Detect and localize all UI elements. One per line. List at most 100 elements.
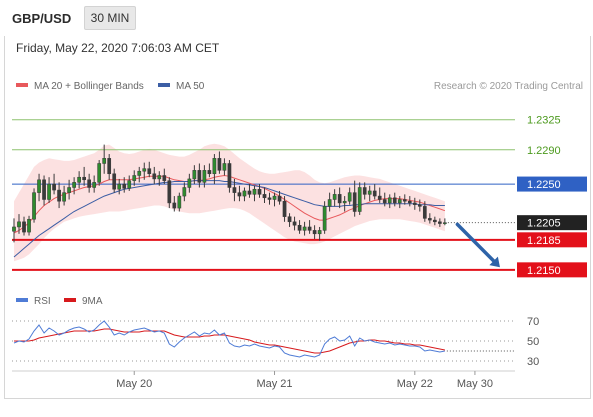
rsi-tick-label: 70 (527, 316, 539, 328)
bollinger-band-area (14, 143, 445, 262)
candle-body (332, 194, 337, 200)
candle-body (337, 194, 342, 204)
support-label: 1.2150 (527, 265, 561, 277)
candle-body (137, 170, 142, 176)
x-tick-label: May 30 (457, 378, 493, 390)
candle-body (17, 221, 21, 228)
legend-label: MA 20 + Bollinger Bands (34, 81, 144, 92)
candle-body (422, 206, 427, 219)
candle-body (247, 190, 252, 195)
candle-body (72, 182, 76, 188)
candle-body (132, 175, 137, 181)
last-price-box (517, 215, 587, 231)
candle-body (392, 197, 397, 204)
candle-body (382, 199, 387, 204)
candle-body (427, 218, 432, 221)
candle-body (147, 168, 152, 175)
candle-body (397, 199, 402, 204)
candle-body (357, 187, 362, 212)
candle-body (242, 190, 247, 197)
candle-body (237, 192, 242, 197)
candle-body (62, 192, 66, 202)
candle-body (187, 178, 192, 188)
candle-body (438, 221, 442, 224)
candle-body (27, 218, 31, 233)
candle-body (322, 206, 327, 231)
candle-body (327, 199, 332, 207)
candle-body (292, 221, 297, 226)
candle-body (402, 199, 407, 202)
pivot-label: 1.2250 (527, 179, 561, 191)
candle-body (82, 176, 86, 181)
legend-swatch-ma50 (158, 83, 170, 87)
legend-label: 9MA (82, 296, 103, 307)
candle-body (202, 170, 207, 183)
candle-body (12, 226, 16, 232)
resistance-label: 1.2325 (527, 115, 561, 127)
candle-body (282, 200, 287, 217)
candle-body (272, 195, 277, 200)
candle-body (257, 188, 262, 195)
candle-body (377, 195, 382, 200)
candle-body (443, 222, 447, 224)
candle-body (367, 190, 372, 195)
candle-body (267, 197, 272, 200)
candle-body (252, 188, 257, 195)
candle-body (222, 163, 227, 171)
candle-body (297, 224, 302, 231)
rsi-tick-label: 30 (527, 356, 539, 368)
candle-body (32, 192, 36, 220)
candle-body (412, 202, 417, 205)
candle-body (277, 195, 282, 202)
candle-body (287, 216, 292, 223)
candle-body (407, 200, 412, 204)
candle-body (77, 176, 81, 183)
candle-body (142, 168, 147, 172)
candle-body (262, 194, 267, 199)
candle-body (182, 187, 187, 197)
candle-body (87, 179, 92, 188)
candle-body (37, 179, 41, 193)
candle-body (317, 230, 322, 235)
timeframe-button[interactable]: 30 MIN (84, 6, 136, 30)
legend-label: MA 50 (176, 81, 205, 92)
candle-body (362, 187, 367, 195)
candle-body (102, 158, 107, 164)
candle-body (22, 221, 26, 233)
candle-body (207, 170, 212, 175)
x-tick-label: May 20 (116, 378, 152, 390)
candle-body (307, 226, 312, 231)
candle-body (152, 173, 157, 180)
last-price-label: 1.2205 (527, 218, 561, 230)
candle-body (387, 197, 392, 204)
legend-swatch-ma20 (16, 83, 28, 87)
candle-body (312, 230, 317, 235)
candle-body (67, 187, 71, 193)
candle-body (342, 200, 347, 204)
support-label-box (517, 232, 587, 248)
candle-body (127, 180, 132, 189)
x-tick-label: May 22 (397, 378, 433, 390)
support-label-box (517, 262, 587, 278)
candle-body (302, 226, 307, 231)
legend-swatch-rsi (16, 298, 28, 302)
resistance-label: 1.2290 (527, 145, 561, 157)
x-tick-label: May 21 (256, 378, 292, 390)
candle-body (417, 204, 422, 207)
candle-body (192, 170, 197, 180)
forecast-arrowhead (489, 256, 500, 268)
candle-body (92, 182, 97, 188)
candle-body (217, 158, 222, 171)
candle-body (347, 192, 352, 202)
report-datetime: Friday, May 22, 2020 7:06:03 AM CET (16, 41, 220, 55)
candle-body (162, 175, 167, 181)
support-label: 1.2185 (527, 235, 561, 247)
candle-body (47, 183, 51, 200)
candle-body (352, 192, 357, 212)
candle-body (97, 163, 102, 183)
currency-pair-title: GBP/USD (12, 11, 72, 26)
candle-body (107, 158, 112, 175)
rsi-ma-line (14, 328, 445, 354)
